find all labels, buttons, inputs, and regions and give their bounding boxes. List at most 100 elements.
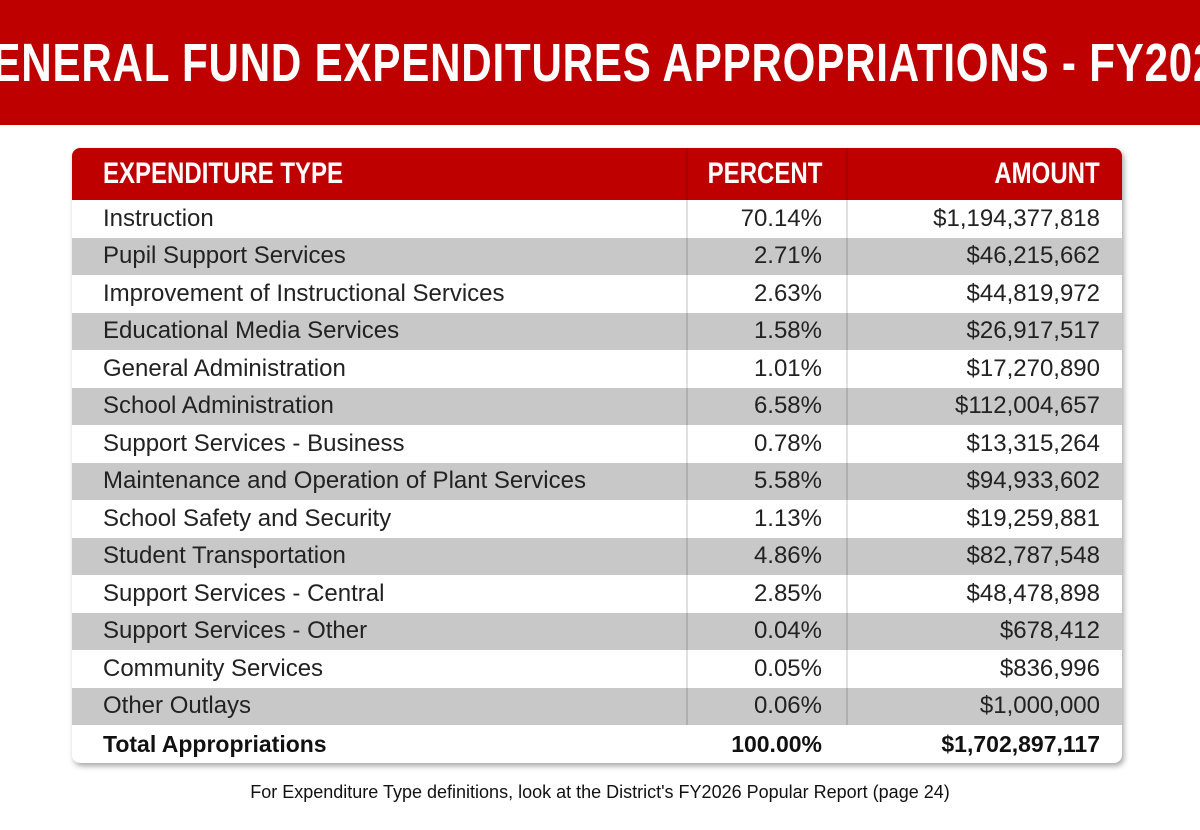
cell: AMOUNT (846, 148, 1100, 200)
header: GENERAL FUND EXPENDITURES APPROPRIATIONS… (0, 0, 1200, 125)
cell-text: School Safety and Security (103, 504, 392, 532)
header-band (0, 0, 1200, 125)
divider (686, 387, 688, 425)
cell-text: Student Transportation (103, 542, 346, 570)
table-row: Support Services - Central 2.85% $48,478,8… (72, 575, 1122, 613)
divider (846, 537, 848, 575)
cell-text: 1.13% (753, 504, 822, 532)
cell: Support Services - Central (103, 575, 384, 613)
table-row: Maintenance and Operation of Plant Servi… (72, 462, 1122, 501)
cell: $44,819,972 (846, 275, 1100, 313)
divider (686, 312, 688, 350)
cell-text: Total Appropriations (103, 730, 327, 757)
cell: Support Services - Other (103, 613, 367, 651)
cell-text: $1,194,377,818 (933, 204, 1100, 232)
cell: 1.58% (686, 313, 822, 351)
divider (686, 462, 688, 500)
cell-text: Support Services - Other (103, 617, 368, 645)
cell: $1,702,897,117 (846, 725, 1100, 763)
table-row: Educational Media Services 1.58% $26,917,5… (72, 312, 1122, 351)
cell: 0.05% (686, 650, 822, 688)
cell-text: $1,000,000 (979, 692, 1100, 720)
cell: $678,412 (846, 613, 1100, 651)
cell: $112,004,657 (846, 388, 1100, 426)
cell: $26,917,517 (846, 313, 1100, 351)
cell: $17,270,890 (846, 350, 1100, 388)
table-row: School Safety and Security 1.13% $19,259,8… (72, 500, 1122, 538)
divider (846, 650, 848, 688)
cell: $1,194,377,818 (846, 200, 1100, 238)
cell: 100.00% (686, 725, 822, 763)
cell-text: 4.86% (753, 542, 822, 570)
cell: $1,000,000 (846, 688, 1100, 726)
cell: Maintenance and Operation of Plant Servi… (103, 463, 586, 501)
divider (686, 425, 688, 463)
table-row: Improvement of Instructional Services 2.6… (72, 275, 1122, 313)
cell: 0.06% (686, 688, 822, 726)
divider (686, 148, 688, 200)
divider (846, 312, 848, 350)
cell: $46,215,662 (846, 238, 1100, 276)
cell: 2.85% (686, 575, 822, 613)
table-row: Other Outlays 0.06% $1,000,000 (72, 687, 1122, 726)
table-row: Pupil Support Services 2.71% $46,215,662 (72, 237, 1122, 276)
column-header: EXPENDITURE TYPE (103, 157, 344, 190)
cell-text: 0.06% (753, 692, 822, 720)
cell-text: 100.00% (731, 730, 822, 757)
divider (846, 500, 848, 538)
cell-text: Pupil Support Services (103, 242, 346, 270)
cell-text: Educational Media Services (103, 317, 400, 345)
title: GENERAL FUND EXPENDITURES APPROPRIATIONS… (0, 32, 1200, 93)
column-header: PERCENT (707, 157, 822, 190)
cell-text: $1,702,897,117 (941, 730, 1100, 757)
cell: $94,933,602 (846, 463, 1100, 501)
cell-text: School Administration (103, 392, 334, 420)
cell-text: $836,996 (999, 654, 1100, 682)
divider (846, 687, 848, 725)
cell-text: $26,917,517 (966, 317, 1100, 345)
cell: 0.04% (686, 613, 822, 651)
cell: $19,259,881 (846, 500, 1100, 538)
divider (846, 275, 848, 313)
divider (686, 650, 688, 688)
cell: Total Appropriations (103, 725, 327, 763)
table-row: Support Services - Business 0.78% $13,315,… (72, 425, 1122, 463)
divider (686, 200, 688, 238)
divider (686, 537, 688, 575)
cell-text: 1.58% (753, 317, 822, 345)
cell-text: 2.71% (753, 242, 822, 270)
cell: Pupil Support Services (103, 238, 346, 276)
cell: 2.63% (686, 275, 822, 313)
column-header: AMOUNT (994, 157, 1100, 190)
cell: $48,478,898 (846, 575, 1100, 613)
header-row: EXPENDITURE TYPE PERCENT AMOUNT (72, 148, 1122, 200)
table-row: General Administration 1.01% $17,270,890 (72, 350, 1122, 388)
divider (686, 275, 688, 313)
divider (846, 350, 848, 388)
cell-text: Community Services (103, 654, 324, 682)
cell: Student Transportation (103, 538, 346, 576)
table-row: Instruction 70.14% $1,194,377,818 (72, 200, 1122, 238)
cell: 2.71% (686, 238, 822, 276)
total-row: Total Appropriations 100.00% $1,702,897,11… (72, 725, 1122, 763)
cell: 6.58% (686, 388, 822, 426)
cell: 5.58% (686, 463, 822, 501)
divider (686, 687, 688, 725)
divider (846, 200, 848, 238)
cell-text: $112,004,657 (954, 392, 1100, 420)
cell-text: $82,787,548 (966, 542, 1100, 570)
table-row: School Administration 6.58% $112,004,657 (72, 387, 1122, 426)
cell-text: 0.78% (753, 429, 822, 457)
cell-text: 2.63% (753, 279, 822, 307)
cell: Community Services (103, 650, 323, 688)
cell-text: $46,215,662 (966, 242, 1100, 270)
cell-text: Instruction (103, 204, 214, 232)
cell-text: 70.14% (740, 204, 822, 232)
cell: 70.14% (686, 200, 822, 238)
table-row: Support Services - Other 0.04% $678,412 (72, 612, 1122, 651)
table: EXPENDITURE TYPE PERCENT AMOUNT Instruction… (72, 148, 1122, 763)
cell: $82,787,548 (846, 538, 1100, 576)
cell: 1.13% (686, 500, 822, 538)
divider (846, 148, 848, 200)
footnote: For Expenditure Type definitions, look a… (250, 782, 950, 802)
